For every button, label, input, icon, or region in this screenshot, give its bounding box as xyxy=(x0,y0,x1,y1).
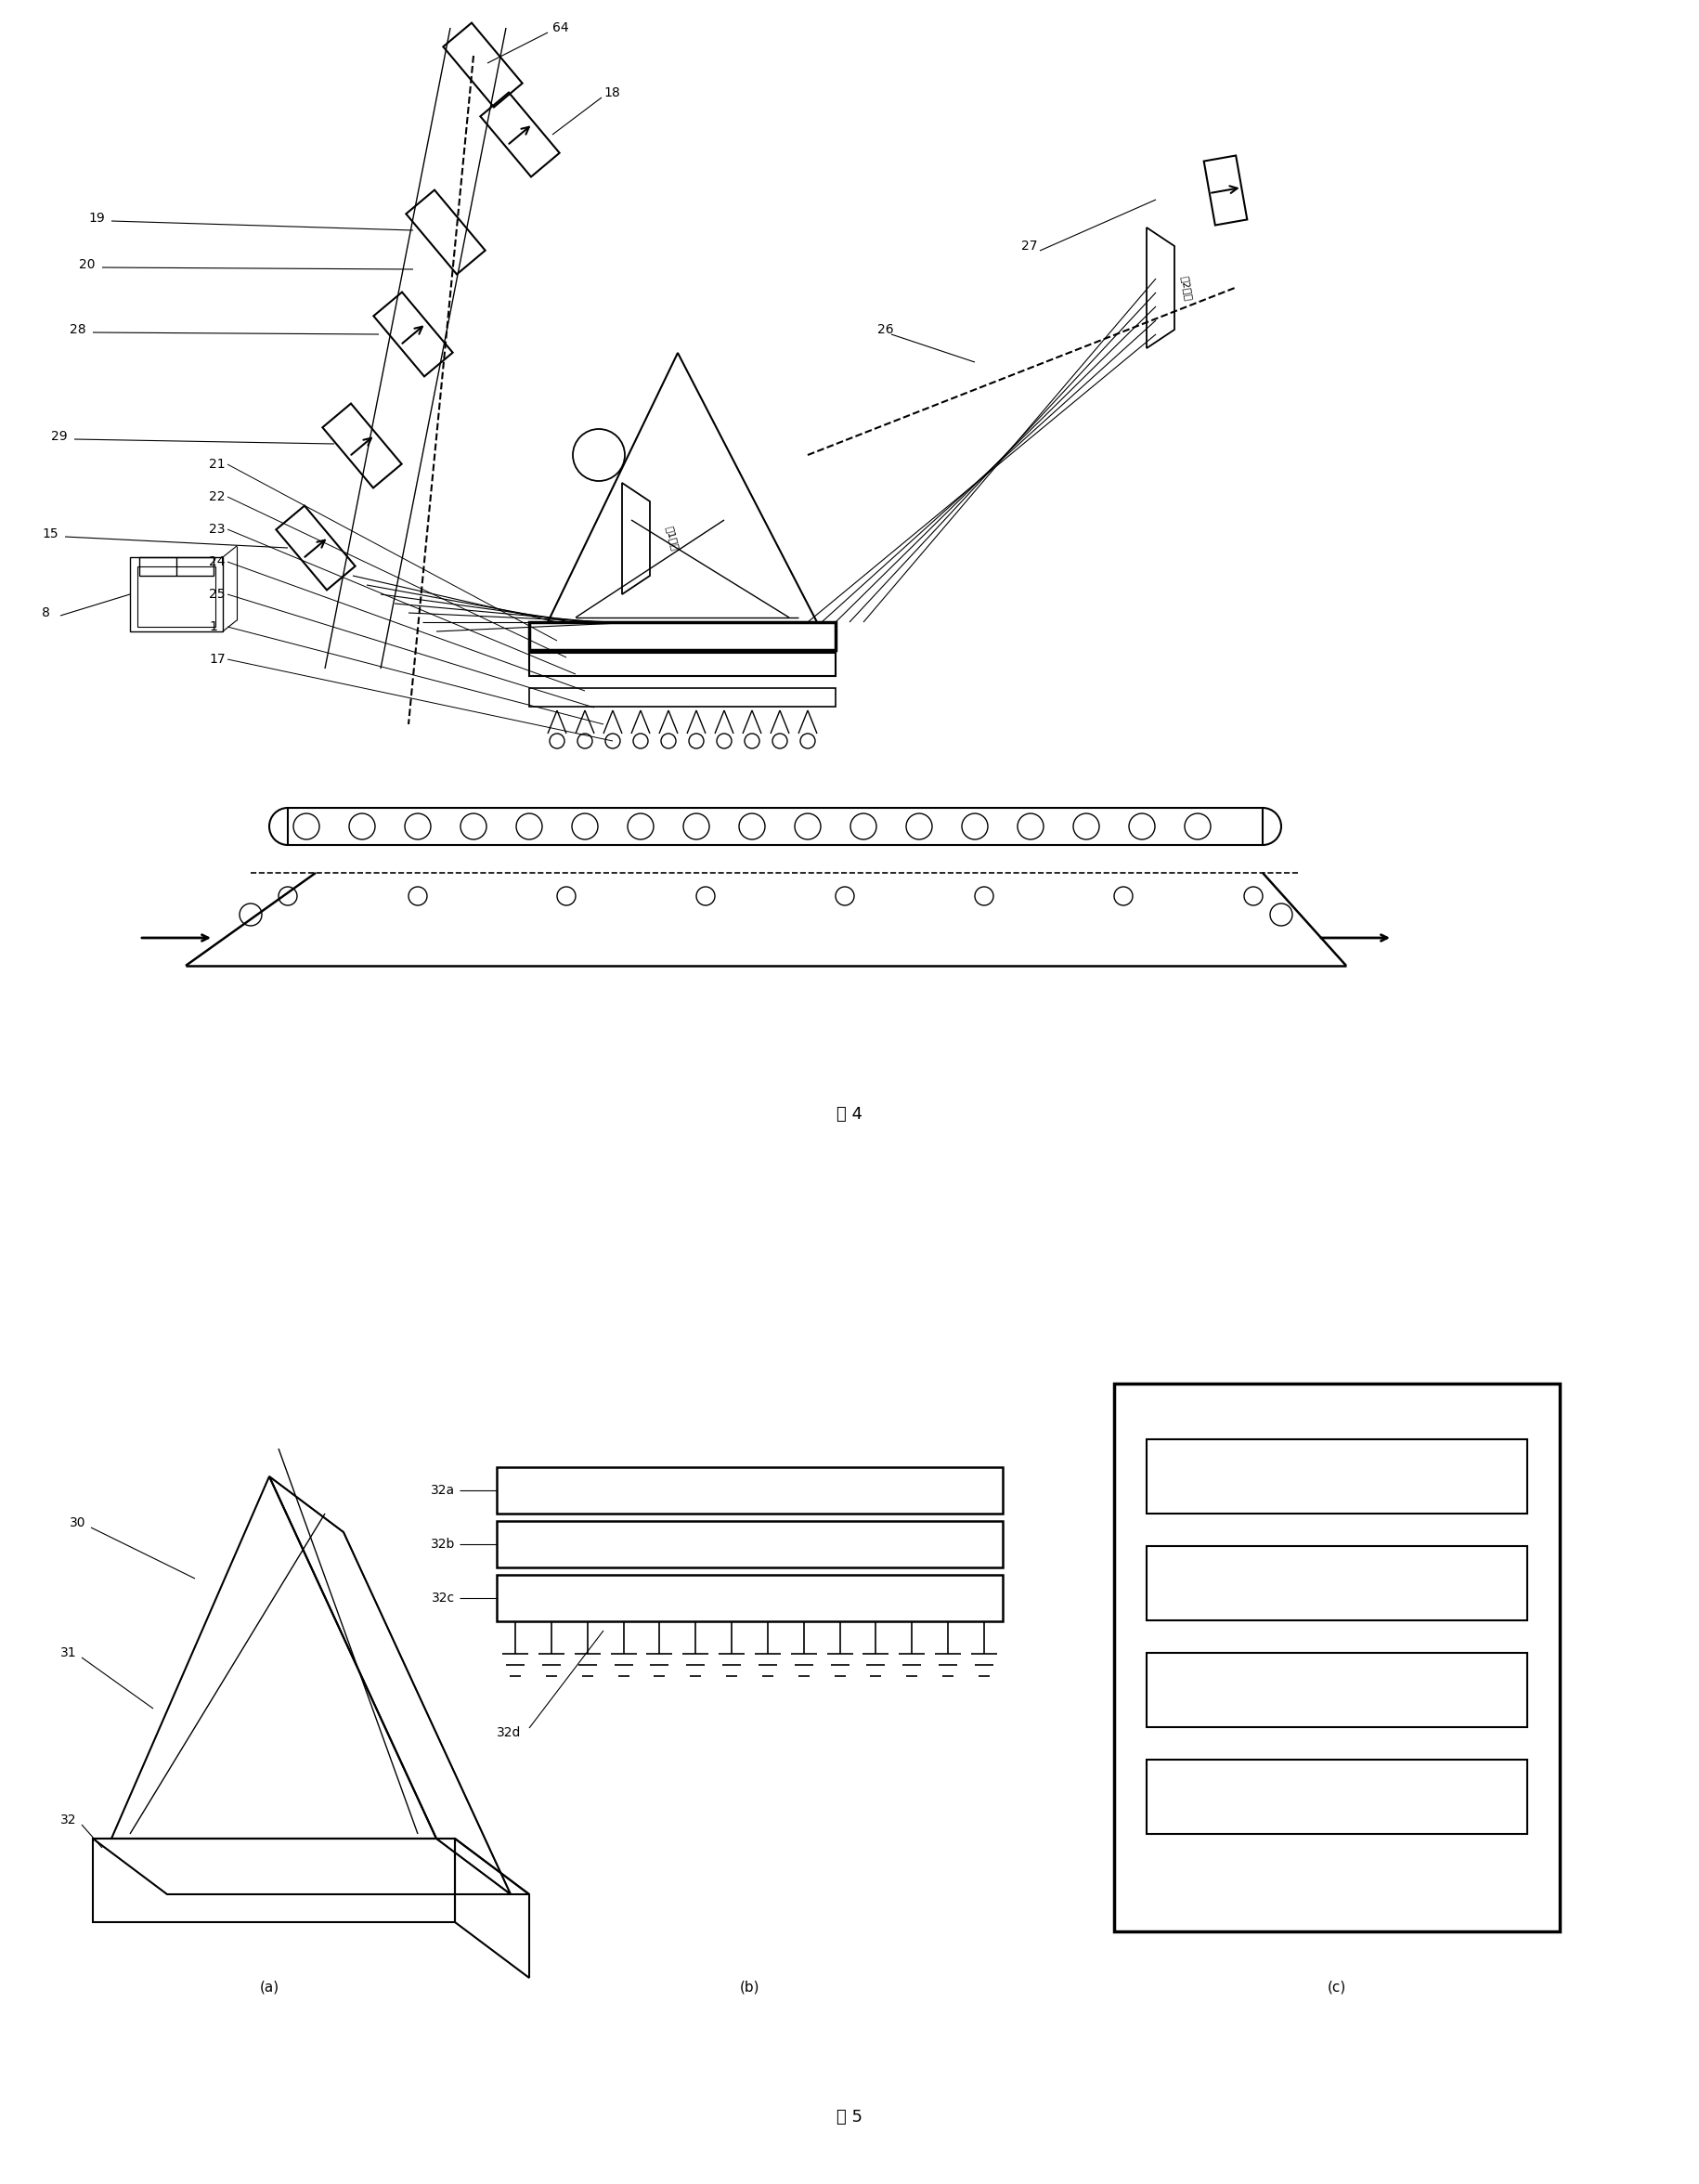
Text: 26: 26 xyxy=(877,323,894,336)
Bar xyxy=(1147,1653,1527,1728)
Text: 32a: 32a xyxy=(430,1483,455,1496)
Text: 图 4: 图 4 xyxy=(836,1105,863,1123)
Text: 28: 28 xyxy=(70,323,87,336)
Text: 64: 64 xyxy=(552,22,569,35)
Bar xyxy=(93,1839,455,1922)
Text: 23: 23 xyxy=(209,522,226,535)
Text: 19: 19 xyxy=(88,212,105,225)
Text: (b): (b) xyxy=(741,1981,759,1994)
Bar xyxy=(1147,1760,1527,1835)
Bar xyxy=(528,653,836,677)
Text: 32b: 32b xyxy=(430,1538,455,1551)
Text: 图 5: 图 5 xyxy=(836,2110,863,2125)
Bar xyxy=(131,557,223,631)
Text: 31: 31 xyxy=(61,1647,76,1660)
Bar xyxy=(496,1575,1002,1621)
Text: 20: 20 xyxy=(78,258,95,271)
Bar xyxy=(496,1520,1002,1568)
Text: 24: 24 xyxy=(209,555,226,568)
Text: 32c: 32c xyxy=(432,1592,455,1605)
Text: 第2透镜: 第2透镜 xyxy=(1179,275,1193,301)
Text: (a): (a) xyxy=(260,1981,279,1994)
Text: 29: 29 xyxy=(51,430,68,443)
Text: (c): (c) xyxy=(1327,1981,1346,1994)
Bar xyxy=(496,1468,1002,1514)
Bar xyxy=(1115,1385,1560,1931)
Text: 25: 25 xyxy=(209,587,226,601)
Text: 27: 27 xyxy=(1021,240,1038,253)
Text: 18: 18 xyxy=(603,87,620,98)
Text: 30: 30 xyxy=(70,1516,87,1529)
Text: 8: 8 xyxy=(42,607,49,620)
Bar xyxy=(1147,1546,1527,1621)
Bar xyxy=(287,808,1262,845)
Text: 21: 21 xyxy=(209,459,226,472)
Text: 第1透镜: 第1透镜 xyxy=(664,526,680,553)
Text: 32d: 32d xyxy=(496,1725,522,1738)
Text: 22: 22 xyxy=(209,489,226,502)
Text: 1: 1 xyxy=(209,620,217,633)
Text: 32: 32 xyxy=(61,1813,76,1826)
Bar xyxy=(1147,1439,1527,1514)
Text: 15: 15 xyxy=(42,526,58,539)
Bar xyxy=(139,557,214,577)
Bar xyxy=(528,688,836,708)
Bar xyxy=(528,622,836,651)
Text: 17: 17 xyxy=(209,653,226,666)
Bar xyxy=(138,566,216,627)
